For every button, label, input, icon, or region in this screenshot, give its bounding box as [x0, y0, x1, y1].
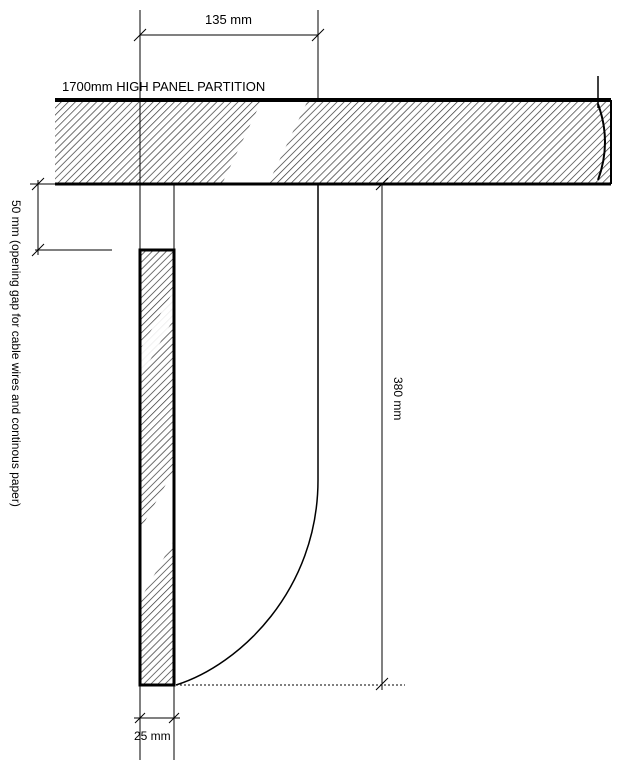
partition-panel: [55, 76, 612, 186]
top-dimension: [133, 10, 325, 100]
gap-dimension: [30, 177, 140, 257]
height-dimension: [176, 177, 405, 691]
partition-label: 1700mm HIGH PANEL PARTITION: [62, 79, 265, 94]
side-panel: [138, 248, 176, 687]
height-label: 380 mm: [391, 377, 405, 420]
top-width-label: 135 mm: [205, 12, 252, 27]
bottom-dimension: [134, 685, 180, 760]
desk-curve: [175, 184, 319, 686]
bottom-width-label: 25 mm: [134, 729, 171, 743]
gap-label: 50 mm (opening gap for cable wires and c…: [9, 200, 23, 507]
